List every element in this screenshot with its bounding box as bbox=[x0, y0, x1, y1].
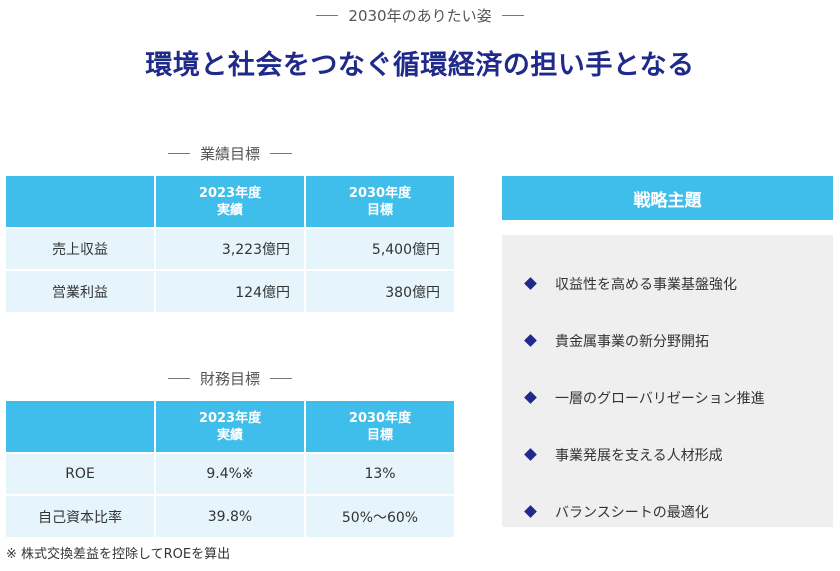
page-title: 環境と社会をつなぐ循環経済の担い手となる bbox=[145, 50, 695, 81]
strategy-list: 収益性を高める事業基盤強化 貴金属事業の新分野開拓 一層のグローバリゼーション推… bbox=[502, 235, 833, 527]
performance-table: 2023年度 実績 2030年度 目標 売上収益 3,223億円 5,400億円… bbox=[6, 176, 454, 312]
vision-subheading: 2030年のありたい姿 bbox=[0, 4, 840, 26]
table-row: 営業利益 124億円 380億円 bbox=[6, 270, 454, 312]
table-header-row: 2023年度 実績 2030年度 目標 bbox=[6, 176, 454, 229]
list-item: バランスシートの最適化 bbox=[502, 483, 833, 540]
row-label: 自己資本比率 bbox=[6, 495, 156, 537]
header-2030-kind: 目標 bbox=[366, 427, 393, 443]
diamond-bullet-icon bbox=[524, 277, 537, 290]
roe-footnote: ※ 株式交換差益を控除してROEを算出 bbox=[6, 547, 231, 562]
performance-section-label-text: 業績目標 bbox=[199, 144, 260, 163]
list-item: 貴金属事業の新分野開拓 bbox=[502, 312, 833, 369]
header-2030-year: 2030年度 bbox=[348, 185, 412, 201]
header-2023-actual: 2023年度 実績 bbox=[155, 401, 306, 454]
list-item: 収益性を高める事業基盤強化 bbox=[502, 255, 833, 312]
header-2030-kind: 目標 bbox=[366, 202, 393, 218]
header-2023-actual: 2023年度 実績 bbox=[155, 176, 306, 229]
row-label: ROE bbox=[6, 453, 156, 496]
diamond-bullet-icon bbox=[524, 334, 537, 347]
header-empty-cell bbox=[6, 401, 156, 454]
header-2023-kind: 実績 bbox=[216, 427, 243, 443]
value-2030: 13% bbox=[305, 453, 454, 496]
header-2023-year: 2023年度 bbox=[198, 185, 262, 201]
vision-subheading-text: 2030年のありたい姿 bbox=[348, 6, 492, 25]
performance-section-label: 業績目標 bbox=[6, 141, 454, 165]
diamond-bullet-icon bbox=[524, 448, 537, 461]
header-empty-cell bbox=[6, 176, 156, 229]
row-label: 売上収益 bbox=[6, 228, 156, 271]
diamond-bullet-icon bbox=[524, 505, 537, 518]
header-2030-year: 2030年度 bbox=[348, 410, 412, 426]
value-2030: 5,400億円 bbox=[305, 228, 454, 271]
value-2023: 124億円 bbox=[155, 270, 306, 312]
list-item: 事業発展を支える人材形成 bbox=[502, 426, 833, 483]
divider bbox=[270, 377, 292, 379]
header-2023-year: 2023年度 bbox=[198, 410, 262, 426]
divider bbox=[501, 14, 524, 16]
header-2030-target: 2030年度 目標 bbox=[305, 176, 454, 229]
header-2030-target: 2030年度 目標 bbox=[305, 401, 454, 454]
financial-table: 2023年度 実績 2030年度 目標 ROE 9.4%※ 13% 自己資本比率… bbox=[6, 401, 454, 537]
table-row: 自己資本比率 39.8% 50%～60% bbox=[6, 495, 454, 537]
strategy-title: 戦略主題 bbox=[633, 190, 702, 211]
divider bbox=[316, 14, 339, 16]
list-item: 一層のグローバリゼーション推進 bbox=[502, 369, 833, 426]
value-2023: 9.4%※ bbox=[155, 453, 306, 496]
header-2023-kind: 実績 bbox=[216, 202, 243, 218]
table-row: 売上収益 3,223億円 5,400億円 bbox=[6, 228, 454, 271]
strategy-item-text: 一層のグローバリゼーション推進 bbox=[555, 390, 765, 407]
divider bbox=[167, 377, 190, 379]
table-header-row: 2023年度 実績 2030年度 目標 bbox=[6, 401, 454, 454]
table-row: ROE 9.4%※ 13% bbox=[6, 453, 454, 496]
strategy-item-text: バランスシートの最適化 bbox=[555, 504, 709, 521]
value-2023: 39.8% bbox=[155, 495, 306, 537]
row-label: 営業利益 bbox=[6, 270, 156, 312]
strategy-item-text: 収益性を高める事業基盤強化 bbox=[555, 276, 737, 293]
financial-section-label-text: 財務目標 bbox=[199, 369, 260, 388]
strategy-item-text: 貴金属事業の新分野開拓 bbox=[555, 333, 709, 350]
value-2030: 50%～60% bbox=[305, 495, 454, 537]
strategy-header: 戦略主題 bbox=[502, 176, 833, 220]
value-2023: 3,223億円 bbox=[155, 228, 306, 271]
divider bbox=[167, 152, 190, 154]
diamond-bullet-icon bbox=[524, 391, 537, 404]
financial-section-label: 財務目標 bbox=[6, 366, 454, 390]
value-2030: 380億円 bbox=[305, 270, 454, 312]
divider bbox=[270, 152, 292, 154]
strategy-item-text: 事業発展を支える人材形成 bbox=[555, 447, 723, 464]
